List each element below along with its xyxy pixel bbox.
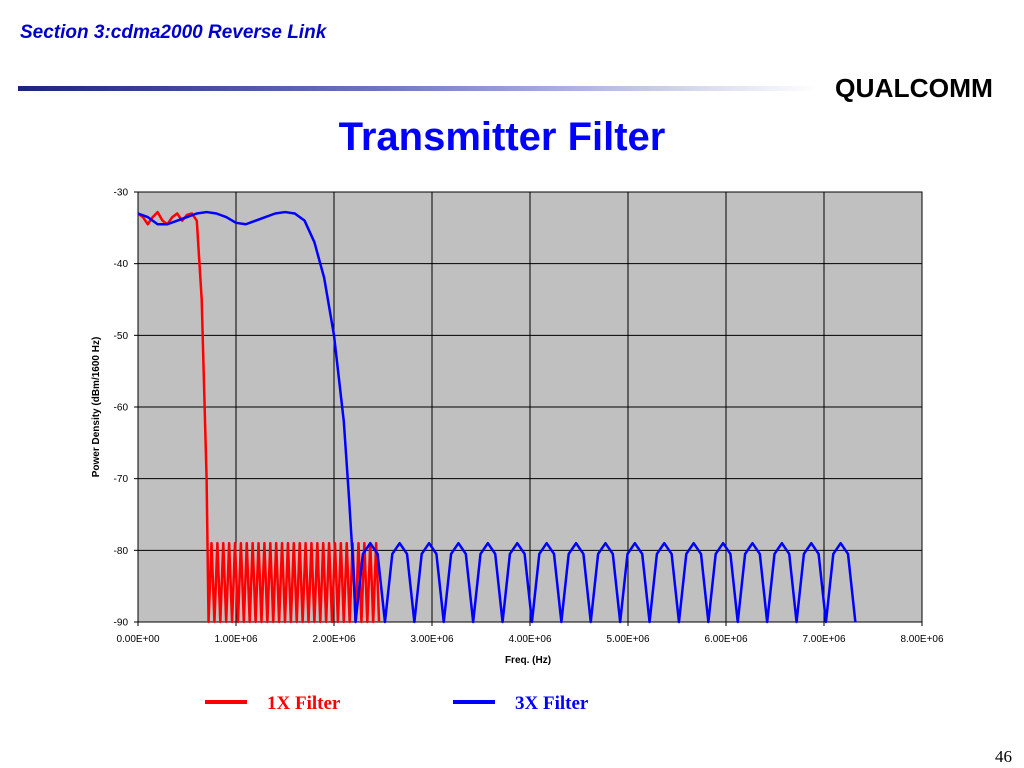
legend-label: 3X Filter <box>515 693 589 714</box>
y-tick-label: -60 <box>114 403 129 414</box>
header-rule <box>18 86 818 91</box>
x-tick-label: 4.00E+06 <box>508 634 552 645</box>
x-tick-label: 6.00E+06 <box>704 634 748 645</box>
slide-header: Section 3:cdma2000 Reverse Link <box>20 22 328 43</box>
y-tick-label: -90 <box>114 618 129 629</box>
series-line <box>137 210 857 624</box>
x-axis-label: Freq. (Hz) <box>505 655 551 666</box>
y-tick-label: -40 <box>114 259 129 270</box>
series-line <box>137 210 381 624</box>
x-tick-label: 7.00E+06 <box>802 634 846 645</box>
chart-title: Transmitter Filter <box>339 115 666 159</box>
x-tick-label: 1.00E+06 <box>214 634 258 645</box>
legend-label: 1X Filter <box>267 693 341 714</box>
x-tick-label: 8.00E+06 <box>900 634 944 645</box>
plot-border <box>137 191 923 623</box>
y-tick-label: -70 <box>114 474 129 485</box>
x-tick-label: 5.00E+06 <box>606 634 650 645</box>
logo: QUALCOMM <box>835 73 993 103</box>
x-tick-label: 2.00E+06 <box>312 634 356 645</box>
y-axis-label: Power Density (dBm/1600 Hz) <box>91 337 102 478</box>
y-tick-label: -30 <box>114 188 129 199</box>
y-tick-label: -80 <box>114 546 129 557</box>
y-tick-label: -50 <box>114 331 129 342</box>
x-tick-label: 0.00E+00 <box>116 634 160 645</box>
page-number: 46 <box>995 747 1012 766</box>
x-tick-label: 3.00E+06 <box>410 634 454 645</box>
